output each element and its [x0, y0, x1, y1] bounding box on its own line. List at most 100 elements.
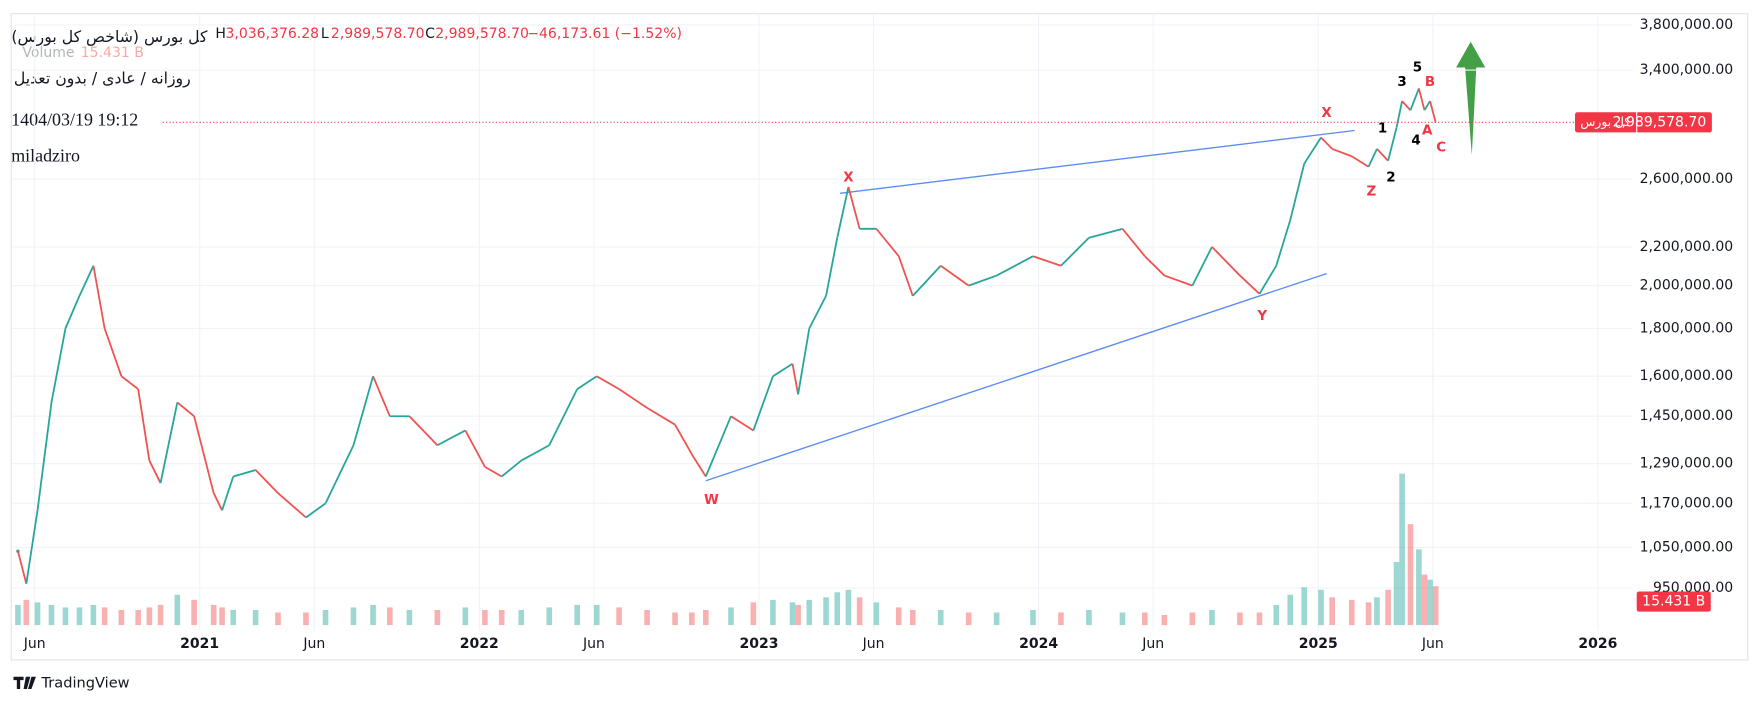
price-segment	[193, 415, 215, 494]
volume-bar	[689, 612, 695, 626]
y-tick-label: 3,400,000.00	[1640, 62, 1734, 78]
volume-bar	[15, 604, 21, 626]
ohlc-value: 2,989,578.70	[331, 26, 425, 42]
price-segment	[674, 424, 693, 455]
y-tick-label: 1,800,000.00	[1640, 320, 1734, 336]
volume-bar	[48, 604, 55, 626]
price-segment	[1351, 155, 1370, 168]
volume-bar	[1142, 612, 1148, 626]
author: miladziro	[11, 145, 80, 165]
price-segment	[1418, 88, 1426, 111]
volume-bar	[1301, 587, 1308, 626]
volume-bar	[1385, 589, 1391, 626]
volume-bar	[1287, 594, 1294, 626]
wave-label: C	[1436, 140, 1446, 155]
volume-bar	[1256, 612, 1263, 626]
price-segment	[1331, 148, 1353, 158]
price-segment	[996, 255, 1034, 277]
price-segment	[1060, 237, 1090, 267]
y-tick-label: 1,050,000.00	[1640, 539, 1734, 555]
price-segment	[408, 415, 439, 446]
x-tick-label: Jun	[862, 636, 885, 652]
price-segment	[520, 444, 550, 462]
price-segment	[36, 402, 53, 511]
volume-bar	[1416, 549, 1422, 626]
price-segment	[148, 460, 162, 484]
x-tick-label: 2022	[460, 636, 499, 652]
price-segment	[484, 466, 503, 478]
x-tick-label: 2025	[1299, 636, 1338, 652]
wave-label: 1	[1378, 121, 1387, 136]
price-segment	[576, 375, 598, 390]
volume-bar	[62, 607, 69, 626]
brand: TradingView	[41, 674, 130, 691]
volume-bar	[1374, 597, 1380, 626]
volume-bar	[856, 597, 863, 626]
price-segment	[772, 362, 793, 377]
wave-label: B	[1425, 75, 1435, 90]
volume-bar	[546, 607, 553, 626]
price-segment	[1409, 88, 1420, 111]
price-segment	[1289, 163, 1306, 221]
volume-bar	[845, 589, 852, 626]
price-tag-name: کل بورس	[1580, 115, 1630, 130]
volume-bar	[1407, 524, 1414, 626]
volume-bar	[230, 609, 237, 626]
up-arrow	[1456, 41, 1486, 156]
price-segment	[808, 295, 827, 329]
volume-bar	[370, 604, 376, 626]
trendline	[705, 272, 1327, 482]
volume-bar	[34, 602, 41, 626]
volume-bar	[146, 607, 153, 626]
volume-tag	[1636, 591, 1711, 612]
price-segment	[875, 228, 900, 257]
price-segment	[64, 295, 81, 329]
volume-bar	[101, 607, 108, 626]
volume-bar	[993, 612, 1000, 626]
price-segment	[17, 550, 28, 584]
settings: روزانه / عادی / بدون تعدیل	[14, 68, 191, 88]
volume-bar	[23, 599, 30, 626]
x-tick-label: Jun	[302, 636, 325, 652]
volume-bar	[90, 604, 97, 626]
price-segment	[305, 502, 327, 519]
volume-bar	[750, 602, 757, 626]
ohlc-value: 3,036,376.28	[225, 26, 319, 42]
volume-bar	[1348, 599, 1355, 626]
volume-value: 15.431 B	[81, 45, 144, 61]
price-segment	[704, 415, 732, 477]
volume-bar	[462, 607, 469, 626]
volume-bar	[1119, 612, 1126, 626]
price-segment	[1401, 100, 1412, 111]
wave-label: 3	[1397, 75, 1406, 90]
price-segment	[847, 186, 861, 230]
x-tick-label: Jun	[1141, 636, 1164, 652]
price-segment	[254, 469, 279, 494]
volume-bar	[616, 607, 622, 626]
volume-bar	[219, 607, 225, 626]
change: −46,173.61 (−1.52%)	[527, 26, 682, 42]
price-segment	[1367, 148, 1378, 168]
chart-frame	[10, 13, 1749, 661]
volume-bar	[252, 609, 259, 626]
volume-bar	[482, 609, 488, 626]
ohlc-value: 2,989,578.70	[435, 26, 529, 42]
ohlc-key: H	[215, 26, 226, 42]
volume-bar	[1273, 604, 1280, 626]
price-tag-value: 2,989,578.70	[1613, 114, 1707, 130]
timestamp: 1404/03/19 19:12	[11, 110, 138, 130]
price-segment	[1191, 246, 1213, 286]
wave-label: A	[1422, 123, 1433, 138]
wave-label: X	[1321, 106, 1332, 121]
volume-bar	[823, 597, 829, 626]
volume-bar	[703, 609, 709, 626]
volume-bar	[406, 609, 413, 626]
price-segment	[1395, 100, 1403, 128]
volume-bar	[895, 607, 902, 626]
price-segment	[825, 237, 839, 297]
x-tick-label: 2023	[739, 636, 778, 652]
wave-label: W	[704, 493, 719, 508]
y-tick-label: 1,290,000.00	[1640, 456, 1734, 472]
volume-bar	[434, 609, 441, 626]
price-segment	[836, 186, 850, 238]
